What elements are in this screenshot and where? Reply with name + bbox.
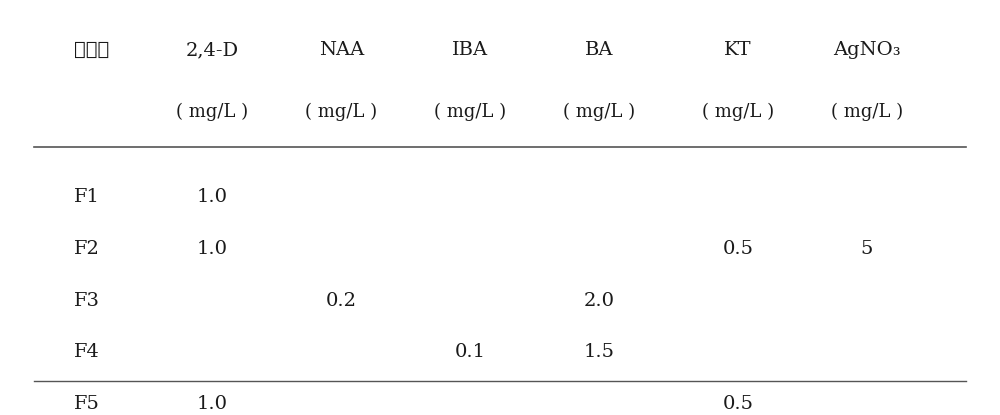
Text: AgNO₃: AgNO₃ [833, 42, 901, 59]
Text: KT: KT [724, 42, 752, 59]
Text: NAA: NAA [319, 42, 364, 59]
Text: F4: F4 [74, 344, 99, 361]
Text: F3: F3 [74, 291, 100, 310]
Text: 1.0: 1.0 [197, 239, 228, 258]
Text: F2: F2 [74, 239, 99, 258]
Text: 0.2: 0.2 [326, 291, 357, 310]
Text: 培养基: 培养基 [74, 42, 109, 59]
Text: 1.0: 1.0 [197, 395, 228, 413]
Text: F1: F1 [74, 188, 99, 205]
Text: ( mg/L ): ( mg/L ) [176, 103, 248, 121]
Text: 1.0: 1.0 [197, 188, 228, 205]
Text: 2,4-D: 2,4-D [186, 42, 239, 59]
Text: 1.5: 1.5 [584, 344, 615, 361]
Text: 0.5: 0.5 [722, 395, 754, 413]
Text: 2.0: 2.0 [584, 291, 615, 310]
Text: ( mg/L ): ( mg/L ) [305, 103, 377, 121]
Text: ( mg/L ): ( mg/L ) [563, 103, 635, 121]
Text: IBA: IBA [452, 42, 488, 59]
Text: ( mg/L ): ( mg/L ) [831, 103, 903, 121]
Text: BA: BA [585, 42, 613, 59]
Text: 5: 5 [861, 239, 873, 258]
Text: ( mg/L ): ( mg/L ) [434, 103, 506, 121]
Text: 0.1: 0.1 [455, 344, 486, 361]
Text: F5: F5 [74, 395, 99, 413]
Text: ( mg/L ): ( mg/L ) [702, 103, 774, 121]
Text: 0.5: 0.5 [722, 239, 754, 258]
